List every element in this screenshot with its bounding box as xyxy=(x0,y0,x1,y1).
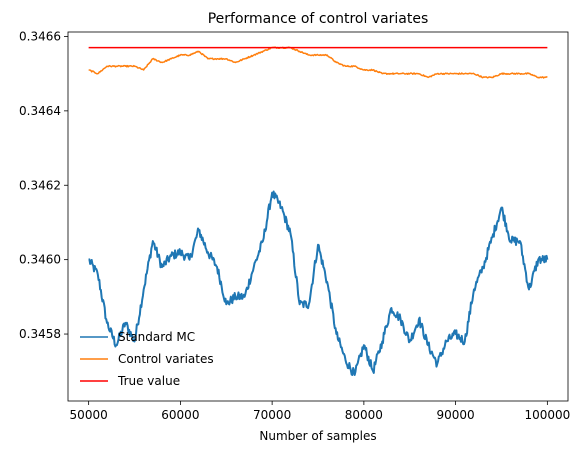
x-tick-label: 50000 xyxy=(70,408,108,422)
series-line-control-variates xyxy=(88,46,548,79)
chart-title: Performance of control variates xyxy=(208,11,429,27)
y-tick-label: 0.3464 xyxy=(19,104,61,118)
series-line-standard-mc xyxy=(88,190,549,376)
x-tick-label: 80000 xyxy=(345,408,383,422)
x-tick-label: 100000 xyxy=(524,408,570,422)
y-tick-label: 0.3458 xyxy=(19,327,61,341)
x-tick-label: 90000 xyxy=(437,408,475,422)
legend-label: Standard MC xyxy=(118,330,195,344)
legend-label: True value xyxy=(117,374,180,388)
x-tick-label: 70000 xyxy=(253,408,291,422)
y-axis: 0.3458 0.3460 0.3462 0.3464 0.3466 xyxy=(19,29,68,341)
x-axis: 50000 60000 70000 80000 90000 100000 xyxy=(70,401,570,422)
y-tick-label: 0.3466 xyxy=(19,29,61,43)
plot-frame xyxy=(67,31,569,402)
y-tick-label: 0.3460 xyxy=(19,253,61,267)
x-tick-label: 60000 xyxy=(161,408,199,422)
y-tick-label: 0.3462 xyxy=(19,178,61,192)
legend: Standard MC Control variates True value xyxy=(80,330,214,388)
x-axis-label: Number of samples xyxy=(259,429,376,443)
plot-series xyxy=(88,46,549,376)
legend-label: Control variates xyxy=(118,352,214,366)
